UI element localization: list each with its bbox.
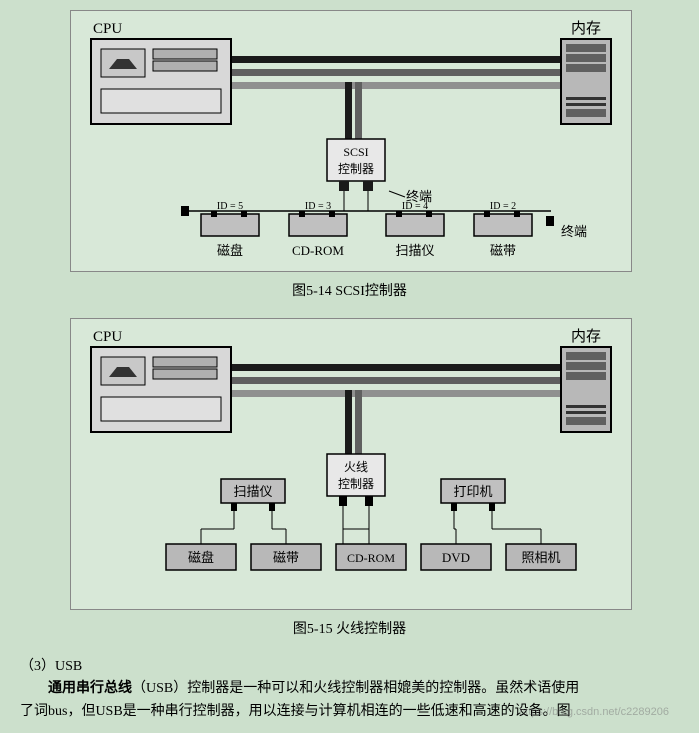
fw-row2-4: 照相机: [506, 544, 576, 570]
svg-text:打印机: 打印机: [453, 484, 492, 499]
fig2-svg: CPU 内存 火线 控制器 扫描仪 打印机 磁盘 磁带: [71, 319, 631, 609]
scsi-line1: SCSI: [343, 145, 368, 159]
bold-term: 通用串行总线: [20, 681, 132, 696]
fig1-caption: 图5-14 SCSI控制器: [10, 280, 689, 300]
scsi-device-1: ID = 3 CD-ROM: [289, 201, 347, 258]
svg-text:磁带: 磁带: [490, 243, 516, 258]
para-line1: （3）USB: [20, 656, 679, 678]
bus-top: [226, 56, 566, 63]
svg-text:磁盘: 磁盘: [217, 243, 243, 258]
fw-line2: 控制器: [338, 477, 374, 491]
figure-5-15: CPU 内存 火线 控制器 扫描仪 打印机 磁盘 磁带: [70, 318, 632, 610]
fw-row2-0: 磁盘: [166, 544, 236, 570]
svg-text:ID = 4: ID = 4: [402, 201, 428, 212]
svg-text:扫描仪: 扫描仪: [395, 243, 434, 258]
line2-rest: （USB）控制器是一种可以和火线控制器相媲美的控制器。虽然术语使用: [132, 681, 579, 696]
svg-text:DVD: DVD: [442, 550, 470, 565]
bus-mid: [226, 69, 566, 76]
svg-text:磁带: 磁带: [273, 550, 299, 565]
fig2-caption: 图5-15 火线控制器: [10, 618, 689, 638]
body-text: （3）USB 通用串行总线（USB）控制器是一种可以和火线控制器相媲美的控制器。…: [20, 656, 679, 723]
svg-text:ID = 3: ID = 3: [305, 201, 331, 212]
scsi-line2: 控制器: [338, 162, 374, 176]
svg-text:CD-ROM: CD-ROM: [347, 551, 395, 565]
cpu-label: CPU: [93, 21, 122, 37]
terminator-2: 终端: [561, 224, 587, 239]
mem-label: 内存: [571, 20, 601, 37]
scsi-device-0: ID = 5 磁盘: [201, 201, 259, 258]
fig1-svg: CPU 内存 SCSI 控制器 终端 ID = 5 磁盘 ID = 3 CD-R…: [71, 11, 631, 271]
fw-row2-2: CD-ROM: [336, 544, 406, 570]
fw-line1: 火线: [344, 460, 368, 474]
cpu-label-2: CPU: [93, 329, 122, 345]
svg-text:CD-ROM: CD-ROM: [292, 243, 344, 258]
bus-bot: [226, 82, 566, 89]
fw-row2-1: 磁带: [251, 544, 321, 570]
svg-text:照相机: 照相机: [521, 550, 560, 565]
figure-5-14: CPU 内存 SCSI 控制器 终端 ID = 5 磁盘 ID = 3 CD-R…: [70, 10, 632, 272]
watermark: https://blog.csdn.net/c2289206: [519, 704, 669, 722]
mem-label-2: 内存: [571, 328, 601, 345]
svg-text:磁盘: 磁盘: [188, 550, 214, 565]
svg-text:ID = 2: ID = 2: [490, 201, 516, 212]
svg-text:ID = 5: ID = 5: [217, 201, 243, 212]
para-line2: 通用串行总线（USB）控制器是一种可以和火线控制器相媲美的控制器。虽然术语使用: [20, 678, 679, 700]
scsi-device-2: ID = 4 扫描仪: [386, 201, 444, 258]
fw-row1-0: 扫描仪: [221, 479, 285, 511]
svg-text:扫描仪: 扫描仪: [233, 484, 272, 499]
fw-row1-1: 打印机: [441, 479, 505, 511]
scsi-device-3: ID = 2 磁带: [474, 201, 532, 258]
fw-row2-3: DVD: [421, 544, 491, 570]
